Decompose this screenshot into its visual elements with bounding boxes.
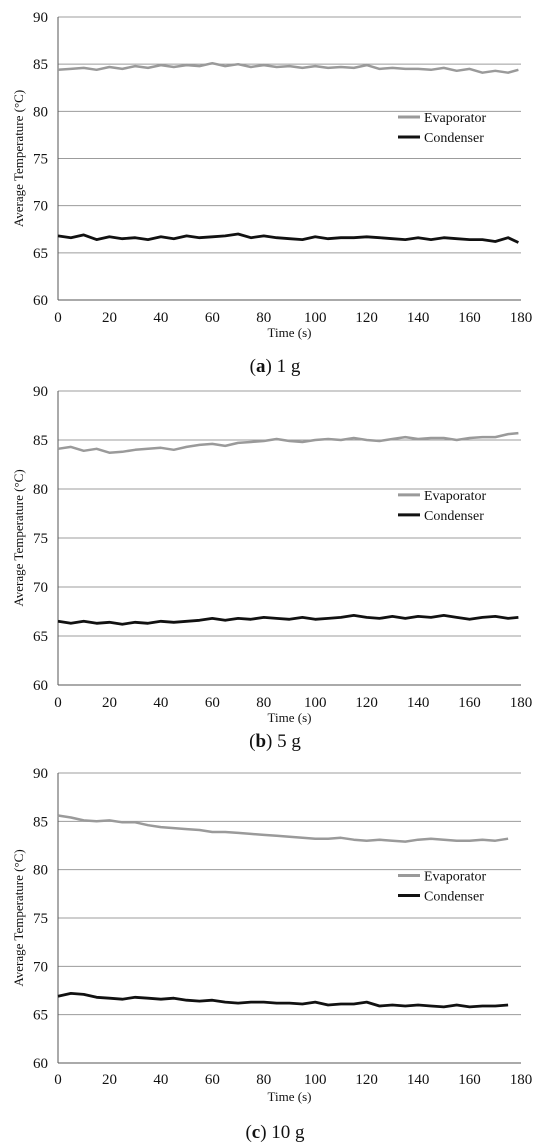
y-tick-label: 70 — [33, 959, 48, 975]
figure-caption: (b) 5 g — [249, 731, 301, 752]
y-tick-label: 75 — [33, 911, 48, 927]
x-tick-label: 160 — [458, 310, 481, 326]
legend-entry: Condenser — [424, 889, 484, 904]
series-line-condenser — [57, 614, 519, 626]
series-line-condenser — [57, 992, 509, 1009]
series-line-evaporator — [57, 431, 519, 454]
x-tick-label: 80 — [256, 310, 271, 326]
chart-panel-c: 60 65 70 75 80 85 90 0 20 40 60 80 100 120 140 160 180 Ti… — [11, 766, 532, 1143]
x-tick-label: 0 — [54, 310, 62, 326]
x-tick-label: 120 — [355, 310, 378, 326]
x-tick-label: 0 — [54, 695, 62, 711]
y-tick-label: 75 — [33, 531, 48, 547]
x-tick-label: 140 — [407, 310, 430, 326]
x-tick-label: 40 — [153, 695, 168, 711]
y-tick-label: 90 — [33, 384, 48, 400]
figure-caption: (c) 10 g — [245, 1122, 305, 1143]
legend-entry: Evaporator — [424, 489, 487, 504]
caption-paren: ( — [250, 356, 256, 377]
y-tick-label: 80 — [33, 482, 48, 498]
x-tick-label: 180 — [510, 1072, 533, 1088]
x-tick-label: 120 — [355, 695, 378, 711]
y-axis-label: Average Temperature (°C) — [11, 849, 26, 986]
y-tick-label: 85 — [33, 814, 48, 830]
y-tick-label: 65 — [33, 246, 48, 262]
x-tick-label: 80 — [256, 1072, 271, 1088]
chart-panel-b: 60 65 70 75 80 85 90 0 20 40 60 80 100 120 140 160 180 Ti… — [11, 384, 532, 752]
x-tick-label: 20 — [102, 310, 117, 326]
x-tick-label: 100 — [304, 695, 327, 711]
series-line-evaporator — [57, 814, 509, 843]
x-tick-label: 60 — [205, 310, 220, 326]
caption-paren: ( — [245, 1122, 251, 1143]
x-tick-label: 180 — [510, 310, 533, 326]
y-tick-label: 85 — [33, 57, 48, 73]
series-line-evaporator — [57, 61, 519, 74]
y-tick-label: 65 — [33, 1008, 48, 1024]
x-tick-label: 180 — [510, 695, 533, 711]
y-tick-label: 75 — [33, 152, 48, 168]
y-axis-label: Average Temperature (°C) — [11, 469, 26, 606]
y-tick-label: 60 — [33, 678, 48, 694]
caption-letter: b — [255, 731, 266, 752]
y-tick-label: 90 — [33, 766, 48, 782]
x-axis-label: Time (s) — [268, 1089, 312, 1104]
x-tick-label: 160 — [458, 695, 481, 711]
y-tick-label: 70 — [33, 580, 48, 596]
y-tick-label: 70 — [33, 199, 48, 215]
y-tick-label: 60 — [33, 1056, 48, 1072]
x-tick-label: 100 — [304, 1072, 327, 1088]
chart-panel-a: 60 65 70 75 80 85 90 0 20 40 60 80 100 120 140 160 180 Ti… — [11, 10, 532, 377]
series-line-condenser — [57, 232, 519, 244]
x-tick-label: 100 — [304, 310, 327, 326]
figure-caption: (a) 1 g — [250, 356, 301, 377]
x-tick-label: 40 — [153, 1072, 168, 1088]
x-axis-label: Time (s) — [268, 710, 312, 725]
y-tick-label: 90 — [33, 10, 48, 26]
y-axis-label: Average Temperature (°C) — [11, 90, 26, 227]
x-tick-label: 40 — [153, 310, 168, 326]
caption-text: ) 10 g — [260, 1122, 305, 1143]
x-tick-label: 120 — [355, 1072, 378, 1088]
legend-entry: Evaporator — [424, 111, 487, 126]
x-tick-label: 60 — [205, 695, 220, 711]
y-tick-label: 85 — [33, 433, 48, 449]
x-tick-label: 60 — [205, 1072, 220, 1088]
caption-text: ) 5 g — [266, 731, 301, 752]
caption-letter: c — [252, 1122, 260, 1143]
x-tick-label: 140 — [407, 695, 430, 711]
caption-paren: ( — [249, 731, 255, 752]
legend-entry: Condenser — [424, 131, 484, 146]
x-axis-label: Time (s) — [268, 325, 312, 340]
y-tick-label: 65 — [33, 629, 48, 645]
caption-text: ) 1 g — [266, 356, 301, 377]
x-tick-label: 0 — [54, 1072, 62, 1088]
y-tick-label: 80 — [33, 863, 48, 879]
x-tick-label: 160 — [458, 1072, 481, 1088]
caption-letter: a — [256, 356, 266, 377]
legend-entry: Condenser — [424, 509, 484, 524]
y-tick-label: 60 — [33, 293, 48, 309]
legend-entry: Evaporator — [424, 869, 487, 884]
x-tick-label: 80 — [256, 695, 271, 711]
y-tick-label: 80 — [33, 104, 48, 120]
x-tick-label: 20 — [102, 695, 117, 711]
x-tick-label: 20 — [102, 1072, 117, 1088]
x-tick-label: 140 — [407, 1072, 430, 1088]
